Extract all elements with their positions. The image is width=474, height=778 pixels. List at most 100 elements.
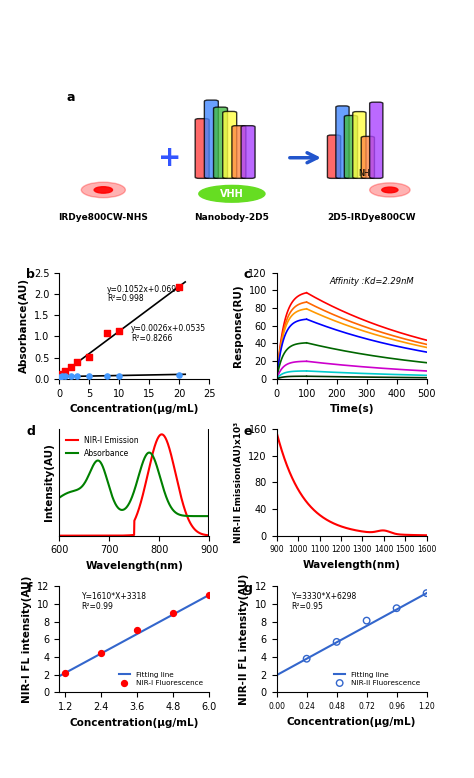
Point [85,351,93,363]
Fitting line [206,591,212,600]
Point [175,369,183,381]
X-axis label: Wavelength(nm): Wavelength(nm) [303,560,401,570]
FancyBboxPatch shape [241,126,255,178]
Text: Nanobody-2D5: Nanobody-2D5 [194,213,269,223]
Line: Fitting line: Fitting line [59,595,209,676]
NIR-II Fluorescence [303,653,310,665]
NIR-I Emission [159,429,164,439]
NIR-I Emission [206,531,212,540]
Text: NH: NH [358,169,370,177]
Absorbance [124,502,130,511]
FancyBboxPatch shape [232,126,246,178]
Circle shape [370,183,410,197]
FancyBboxPatch shape [328,135,341,178]
Point [56,370,64,383]
Circle shape [94,187,112,193]
Absorbance [206,511,212,520]
Text: Y=1610*X+3318: Y=1610*X+3318 [82,592,147,601]
Legend: NIR-I Emission, Absorbance: NIR-I Emission, Absorbance [63,433,141,461]
FancyBboxPatch shape [223,111,237,178]
Point [67,370,75,383]
Text: IRDye800CW-NHS: IRDye800CW-NHS [58,213,148,223]
FancyBboxPatch shape [204,100,219,178]
Fitting line [91,653,97,662]
Text: c: c [244,268,251,282]
Fitting line [199,594,204,604]
FancyBboxPatch shape [336,106,349,178]
Fitting line [363,622,369,631]
FancyBboxPatch shape [370,102,383,178]
Text: f: f [26,582,32,595]
Text: a: a [66,91,75,103]
Line: Fitting line: Fitting line [277,593,427,675]
FancyBboxPatch shape [361,136,374,178]
Absorbance [146,448,152,457]
Y-axis label: NIR-II FL intensity(AU): NIR-II FL intensity(AU) [239,573,249,705]
X-axis label: Concentration(μg/mL): Concentration(μg/mL) [70,405,199,414]
X-axis label: Concentration(μg/mL): Concentration(μg/mL) [287,717,416,727]
Y-axis label: Response(RU): Response(RU) [233,285,243,367]
Absorbance [56,493,62,503]
Point [58,367,66,380]
Y-axis label: Intensity(AU): Intensity(AU) [44,443,54,521]
Point [56,370,64,382]
Text: d: d [26,425,35,438]
Circle shape [382,187,398,193]
Y-axis label: Absorbance(AU): Absorbance(AU) [18,279,28,373]
FancyBboxPatch shape [195,119,209,178]
Y-axis label: NIR-I FL intensity(AU): NIR-I FL intensity(AU) [22,576,32,703]
Text: 2D5-IRDye800CW: 2D5-IRDye800CW [327,213,416,223]
Absorbance [83,476,89,485]
Point [175,281,183,293]
Fitting line [274,671,280,680]
NIR-II Fluorescence [393,602,401,615]
Point [103,327,111,339]
NIR-II Fluorescence [363,615,370,627]
X-axis label: Wavelength(nm): Wavelength(nm) [85,561,183,571]
Point [116,325,123,338]
NIR-II Fluorescence [333,636,340,648]
Fitting line [351,628,357,637]
Absorbance [157,471,163,480]
Fitting line [411,595,417,605]
Text: e: e [244,425,252,438]
Point [62,365,69,377]
Point [103,370,111,382]
FancyBboxPatch shape [344,115,357,178]
Line: NIR-I Emission: NIR-I Emission [59,434,209,536]
Text: R²=0.998: R²=0.998 [107,294,144,303]
Text: g: g [244,582,253,595]
Text: R²=0.8266: R²=0.8266 [131,334,173,342]
NIR-I Fluorescence [98,647,105,659]
Point [62,370,69,383]
NIR-I Emission [95,531,100,541]
Text: R²=0.95: R²=0.95 [292,602,324,612]
Text: Affinity :Kd=2.29nM: Affinity :Kd=2.29nM [329,277,414,286]
NIR-I Emission [145,470,150,479]
Text: VHH: VHH [220,189,244,199]
Text: Y=3330*X+6298: Y=3330*X+6298 [292,592,357,601]
Point [73,370,81,383]
Text: +: + [158,144,181,172]
Fitting line [309,651,314,661]
Fitting line [134,629,139,639]
Point [58,370,66,383]
Fitting line [85,656,91,665]
Fitting line [424,588,429,598]
NIR-II Fluorescence [423,587,430,599]
Point [116,370,123,382]
X-axis label: Concentration(μg/mL): Concentration(μg/mL) [70,717,199,727]
Absorbance [145,449,150,458]
Fitting line [416,593,422,602]
Fitting line [146,623,152,633]
NIR-I Emission [124,531,130,540]
NIR-I Fluorescence [205,589,213,601]
NIR-I Fluorescence [62,667,69,679]
Ellipse shape [199,185,265,202]
NIR-I Fluorescence [169,606,177,619]
Fitting line [56,671,62,681]
Text: b: b [26,268,35,282]
X-axis label: Time(s): Time(s) [329,405,374,414]
Point [67,361,75,373]
Line: Absorbance: Absorbance [59,453,209,516]
